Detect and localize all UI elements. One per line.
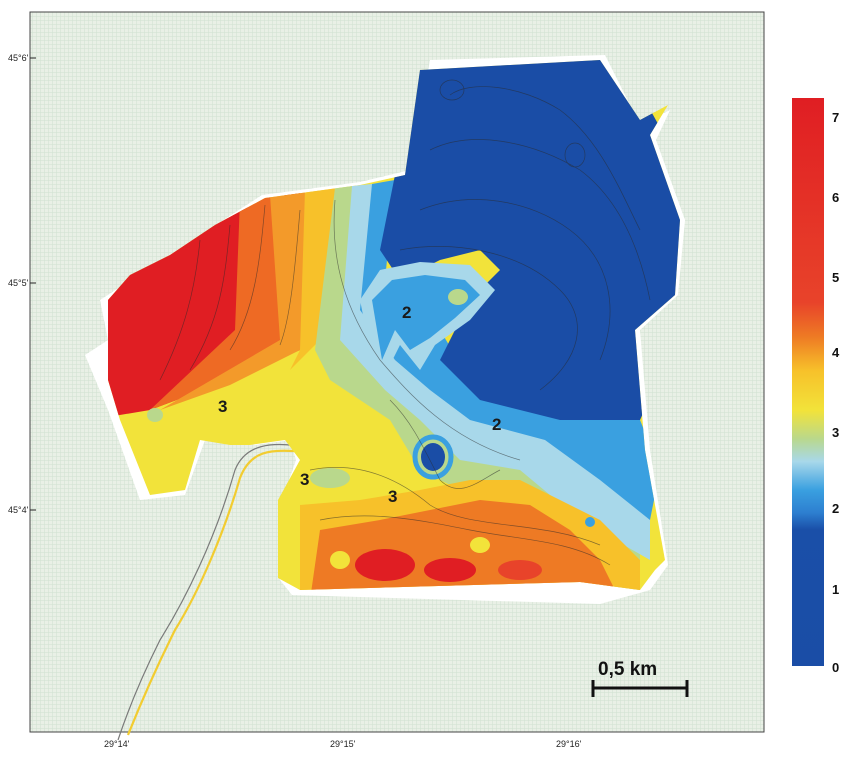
field-south-yellow-spot-2 (330, 551, 350, 569)
latitude-label-45-4: 45°4' (8, 505, 29, 515)
field-dark-blue-pit (421, 443, 445, 471)
legend-tick-3: 3 (832, 425, 839, 440)
field-south-red-patch-1 (355, 549, 415, 581)
contour-label-3-southwest: 3 (300, 470, 309, 489)
field-mid-blue-band (360, 180, 660, 520)
field-south-red-patch-3 (498, 560, 542, 580)
latitude-label-45-6: 45°6' (8, 53, 29, 63)
field-green-spot-mid (310, 468, 350, 488)
legend-ticks: 7 6 5 4 3 2 1 0 (832, 110, 840, 675)
coastline-line (117, 443, 311, 741)
field-south-yellow-spot-1 (470, 537, 490, 553)
field-blue-ring (412, 434, 454, 480)
legend-tick-0: 0 (832, 660, 839, 675)
scale-bar: 0,5 km (591, 659, 689, 697)
legend-tick-7: 7 (832, 110, 839, 125)
coastline-yellow-strand (126, 449, 305, 736)
contour-label-2-east: 2 (492, 415, 501, 434)
legend-tick-2: 2 (832, 501, 839, 516)
field-dark-blue-northeast (380, 60, 680, 420)
field-light-blue-band (340, 184, 650, 560)
longitude-label-29-16: 29°16' (556, 739, 582, 749)
legend-tick-4: 4 (832, 345, 840, 360)
color-legend: 7 6 5 4 3 2 1 0 (792, 98, 840, 675)
contour-label-3-south: 3 (388, 487, 397, 506)
legend-color-bar (792, 98, 824, 666)
map-plot-area: 2 2 3 3 3 45°6' 45°5' 45°4' 29°14' 29°15… (8, 11, 765, 749)
field-south-red-patch-2 (424, 558, 476, 582)
longitude-axis: 29°14' 29°15' 29°16' (104, 739, 582, 749)
field-orange-band-2 (160, 190, 318, 410)
latitude-label-45-5: 45°5' (8, 278, 29, 288)
contour-label-3-west: 3 (218, 397, 227, 416)
field-green-spot-west (147, 408, 163, 422)
legend-tick-1: 1 (832, 582, 839, 597)
field-green-spot-center (448, 289, 468, 305)
legend-tick-6: 6 (832, 190, 839, 205)
longitude-label-29-15: 29°15' (330, 739, 356, 749)
contour-lines (159, 79, 651, 566)
scale-bar-label: 0,5 km (598, 659, 657, 680)
field-blue-spot-east (585, 517, 595, 527)
field-orange-band-1 (150, 195, 285, 410)
contour-label-2-north: 2 (402, 303, 411, 322)
latitude-axis: 45°6' 45°5' 45°4' (8, 53, 36, 515)
longitude-label-29-14: 29°14' (104, 739, 130, 749)
legend-tick-5: 5 (832, 270, 839, 285)
